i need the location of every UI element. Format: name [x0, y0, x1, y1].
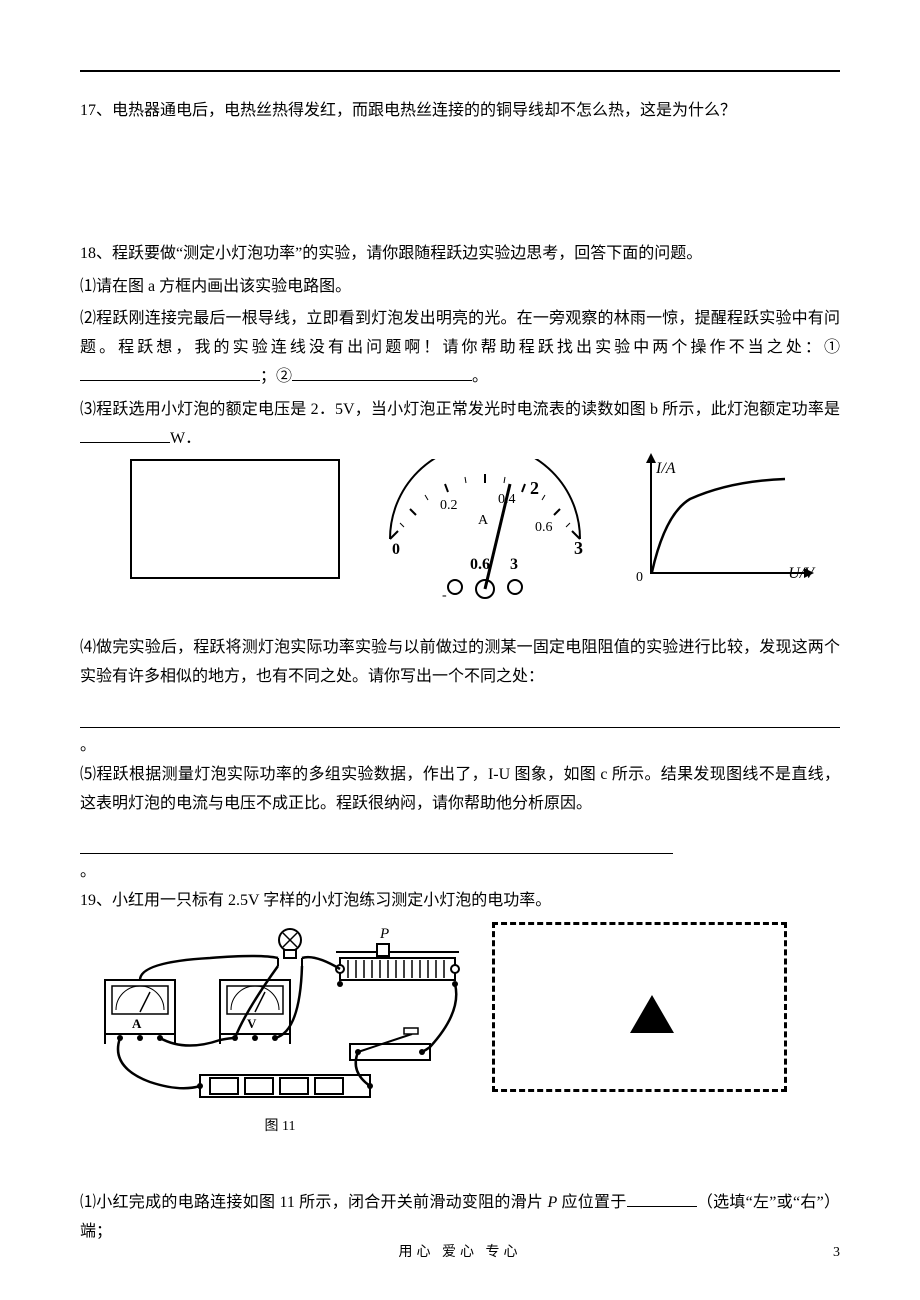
- q19-1-a: ⑴小红完成的电路连接如图 11 所示，闭合开关前滑动变阻的滑片: [80, 1194, 547, 1211]
- q18-stem: 18、程跃要做“测定小灯泡功率”的实验，请你跟随程跃边实验边思考，回答下面的问题…: [80, 240, 840, 269]
- svg-text:A: A: [132, 1016, 142, 1031]
- blank-18-5-line[interactable]: [80, 832, 673, 854]
- blank-19-1[interactable]: [627, 1191, 697, 1207]
- triangle-icon: [630, 995, 674, 1033]
- figure-11-wrap: A V: [90, 922, 470, 1139]
- top-rule: [80, 70, 840, 72]
- q18-part4: ⑷做完实验后，程跃将测灯泡实际功率实验与以前做过的测某一固定电阻阻值的实验进行比…: [80, 634, 840, 692]
- q19-1-b: 应位置于: [557, 1194, 626, 1211]
- svg-text:A: A: [478, 513, 489, 528]
- svg-text:V: V: [247, 1016, 257, 1031]
- figure-a-box[interactable]: [130, 459, 340, 579]
- q19-part1: ⑴小红完成的电路连接如图 11 所示，闭合开关前滑动变阻的滑片 P 应位置于（选…: [80, 1189, 840, 1247]
- figure-11-caption: 图 11: [90, 1114, 470, 1139]
- figure-b-ammeter: 0 0.2 0.4 0.6 2 3 A 0.6 3 -: [370, 459, 600, 604]
- q19-1-p: P: [547, 1194, 557, 1211]
- svg-text:-: -: [442, 588, 447, 603]
- q17-answer-space: [80, 130, 840, 240]
- figure-11-circuit: A V: [90, 922, 470, 1112]
- svg-text:3: 3: [510, 556, 518, 573]
- q18-4-period: 。: [80, 737, 96, 754]
- q18-2-b: ；②: [260, 368, 292, 385]
- q18-3-a: ⑶程跃选用小灯泡的额定电压是 2．5V，当小灯泡正常发光时电流表的读数如图 b …: [80, 401, 840, 418]
- blank-18-2-2[interactable]: [292, 365, 472, 381]
- blank-18-3[interactable]: [80, 427, 170, 443]
- q18-part1: ⑴请在图 a 方框内画出该实验电路图。: [80, 273, 840, 302]
- q17-text: 17、电热器通电后，电热丝热得发红，而跟电热丝连接的的铜导线却不怎么热，这是为什…: [80, 97, 840, 126]
- q18-3-b: W．: [170, 430, 201, 447]
- svg-text:P: P: [379, 926, 389, 942]
- q18-part2: ⑵程跃刚连接完最后一根导线，立即看到灯泡发出明亮的光。在一旁观察的林雨一惊，提醒…: [80, 305, 840, 391]
- q18-2-a: ⑵程跃刚连接完最后一根导线，立即看到灯泡发出明亮的光。在一旁观察的林雨一惊，提醒…: [80, 310, 840, 356]
- q18-part5: ⑸程跃根据测量灯泡实际功率的多组实验数据，作出了，I-U 图象，如图 c 所示。…: [80, 761, 840, 819]
- blank-18-2-1[interactable]: [80, 365, 260, 381]
- svg-text:0.6: 0.6: [470, 556, 490, 573]
- figure-row-19: A V: [90, 922, 840, 1139]
- dashed-answer-box[interactable]: [492, 922, 787, 1092]
- q19-stem: 19、小红用一只标有 2.5V 字样的小灯泡练习测定小灯泡的电功率。: [80, 887, 840, 916]
- svg-text:0.6: 0.6: [535, 520, 553, 535]
- svg-text:0.2: 0.2: [440, 498, 458, 513]
- blank-18-4-line[interactable]: [80, 706, 840, 728]
- figure-c-graph: I/A U/V 0: [630, 459, 810, 584]
- q18-5-period: 。: [80, 863, 96, 880]
- svg-text:2: 2: [530, 478, 539, 498]
- page-number: 3: [833, 1240, 840, 1265]
- svg-text:3: 3: [574, 538, 583, 558]
- figure-row-18: 0 0.2 0.4 0.6 2 3 A 0.6 3 - I/A U/V 0: [130, 459, 840, 604]
- q18-part3: ⑶程跃选用小灯泡的额定电压是 2．5V，当小灯泡正常发光时电流表的读数如图 b …: [80, 396, 840, 454]
- q18-2-c: 。: [472, 368, 488, 385]
- footer-text: 用心 爱心 专心: [0, 1240, 920, 1265]
- svg-text:0: 0: [392, 541, 400, 558]
